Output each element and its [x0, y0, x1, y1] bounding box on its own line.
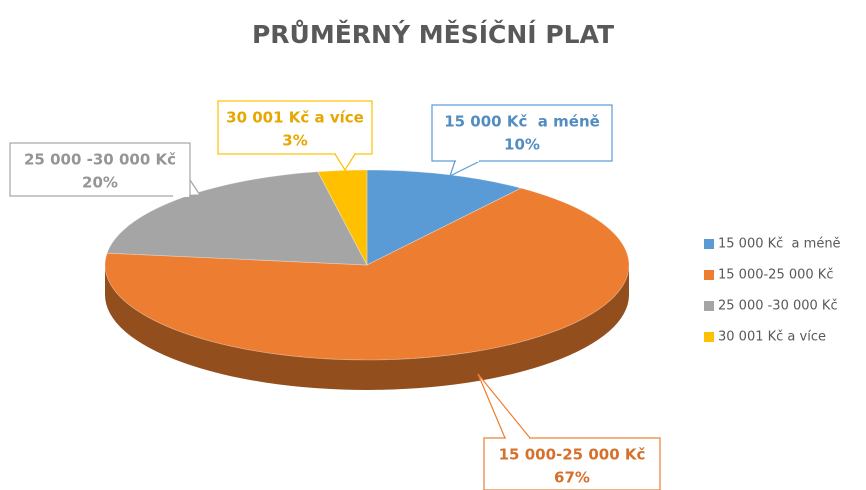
callout-gap	[506, 437, 529, 439]
data-label-category: 15 000-25 000 Kč	[499, 446, 646, 464]
slice-side	[105, 265, 629, 390]
data-label: 30 001 Kč a více 3%	[217, 100, 373, 172]
slice	[106, 171, 368, 266]
slice	[104, 187, 630, 361]
callout-pointer	[334, 153, 356, 172]
legend-swatch	[704, 301, 714, 311]
callout-box	[431, 104, 613, 162]
data-label: 15 000 Kč a méně 10%	[431, 104, 613, 178]
callout-gap	[456, 160, 479, 162]
legend-label: 15 000 Kč a méně	[718, 237, 841, 252]
callout-gap	[336, 153, 354, 155]
slice	[366, 169, 523, 266]
legend-label: 25 000 -30 000 Kč	[718, 299, 838, 314]
data-label-category: 30 001 Kč a více	[226, 109, 364, 127]
data-label: 15 000-25 000 Kč 67%	[477, 373, 661, 490]
data-label-value: 10%	[504, 136, 540, 154]
data-label-value: 67%	[554, 469, 590, 487]
data-label-category: 15 000 Kč a méně	[444, 113, 600, 131]
legend-label: 30 001 Kč a více	[718, 330, 826, 345]
callout-box	[217, 100, 373, 155]
callout-pointer	[448, 160, 481, 178]
data-label: 25 000 -30 000 Kč 20%	[9, 142, 202, 197]
data-label-value: 3%	[282, 132, 307, 150]
callout-box	[9, 142, 191, 197]
legend-swatch	[704, 270, 714, 280]
callout-pointer	[477, 373, 531, 439]
legend-swatch	[704, 239, 714, 249]
legend-swatch	[704, 332, 714, 342]
legend-label: 15 000-25 000 Kč	[718, 268, 833, 283]
data-label-category: 25 000 -30 000 Kč	[24, 151, 176, 169]
chart-title: PRŮMĚRNÝ MĚSÍČNÍ PLAT	[252, 19, 614, 49]
slice	[317, 169, 368, 266]
callout-box	[483, 437, 661, 490]
callout-gap	[173, 179, 189, 197]
data-label-value: 20%	[82, 174, 118, 192]
